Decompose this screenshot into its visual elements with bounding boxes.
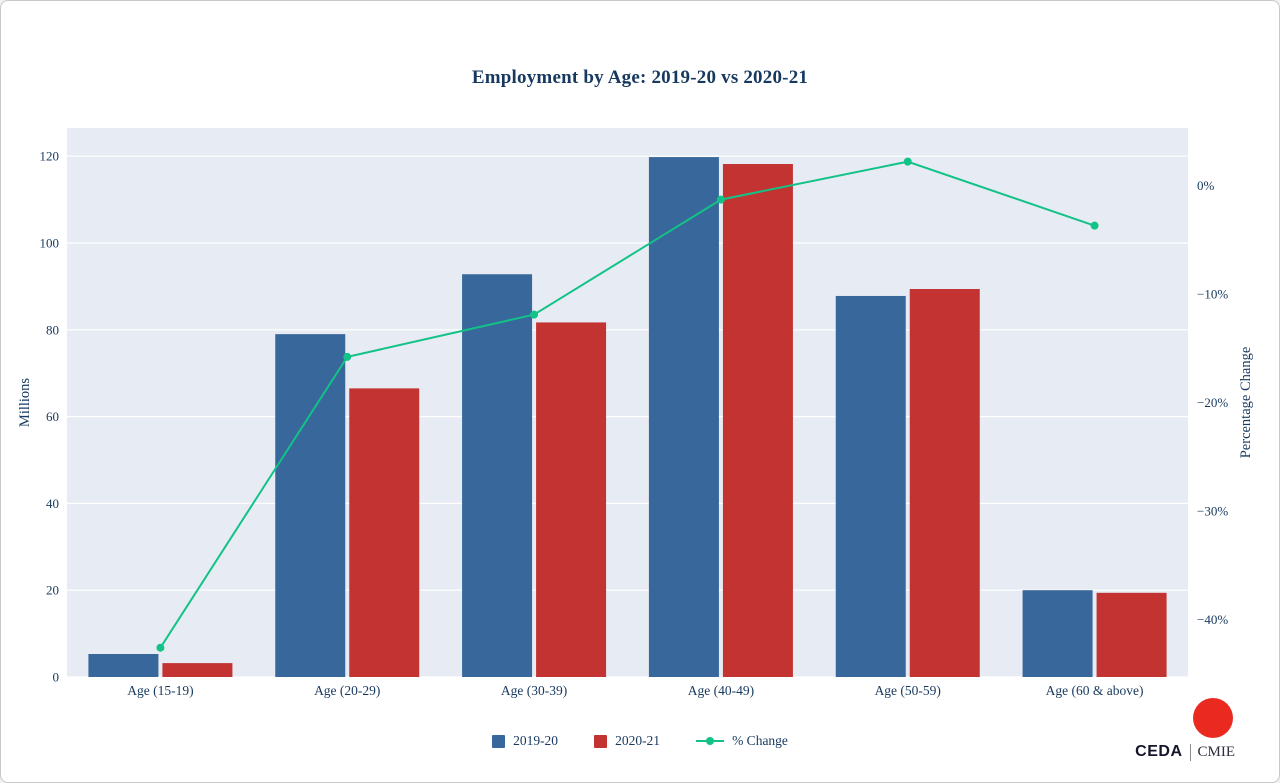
chart-legend: 2019-20 2020-21 % Change [1,733,1279,749]
svg-text:0%: 0% [1197,178,1215,193]
pct-change-line [159,160,1095,649]
svg-text:0: 0 [53,670,60,685]
legend-line-swatch [696,736,725,746]
svg-text:40: 40 [46,496,59,511]
line-marker-3 [716,195,725,204]
svg-text:Age (60 & above): Age (60 & above) [1046,683,1144,698]
left-axis-ticks: 0 20 40 60 80 100 120 [40,149,60,685]
right-axis-ticks: 0% −10% −20% −30% −40% [1197,178,1228,627]
legend-swatch-2019-20 [492,734,506,748]
bar-2020-21-0 [162,663,233,677]
left-axis-title: Millions [17,378,33,428]
bar-2020-21-4 [909,289,980,677]
svg-text:−40%: −40% [1197,612,1228,627]
plot-area [67,128,1188,677]
x-axis-labels: Age (15-19) Age (20-29) Age (30-39) Age (40… [127,683,1143,698]
line-marker-1 [343,352,352,361]
bar-2019-20-0 [88,653,159,677]
chart-title: Employment by Age: 2019-20 vs 2020-21 [471,67,809,88]
svg-text:−10%: −10% [1197,287,1228,302]
svg-text:100: 100 [40,236,60,251]
bar-2019-20-4 [835,295,906,677]
svg-text:Age (30-39): Age (30-39) [501,683,567,698]
svg-text:Age (40-49): Age (40-49) [688,683,754,698]
line-marker-5 [1090,221,1099,230]
legend-item-2019-20[interactable]: 2019-20 [492,733,558,749]
bar-2020-21-1 [349,388,420,677]
brand-block: CEDA CMIE [1135,698,1235,761]
brand-divider [1189,743,1191,761]
legend-swatch-2020-21 [594,734,608,748]
brand-logo-circle [1193,698,1233,738]
bar-2019-20-2 [462,274,533,677]
legend-item-2020-21[interactable]: 2020-21 [594,733,660,749]
bar-2020-21-3 [722,164,793,677]
bar-2019-20-3 [648,157,719,678]
bar-2019-20-1 [275,334,346,677]
svg-text:−30%: −30% [1197,503,1228,518]
brand-ceda-label: CEDA [1135,743,1183,760]
svg-text:Age (15-19): Age (15-19) [127,683,193,698]
line-marker-4 [903,157,912,166]
svg-text:Age (50-59): Age (50-59) [875,683,941,698]
svg-text:Age (20-29): Age (20-29) [314,683,380,698]
svg-text:20: 20 [46,583,59,598]
bar-2019-20-5 [1022,590,1093,677]
bar-2020-21-2 [536,322,607,677]
svg-text:60: 60 [46,409,59,424]
brand-text: CEDA CMIE [1135,743,1235,761]
svg-text:80: 80 [46,322,59,337]
line-marker-2 [530,310,539,319]
line-marker-0 [156,643,165,652]
legend-line-dot [706,737,715,745]
bars-2019-20 [88,157,1093,678]
right-axis-title: Percentage Change [1238,347,1254,459]
brand-cmie-label: CMIE [1197,743,1236,760]
legend-label-pct-change: % Change [732,733,788,748]
bar-2020-21-5 [1096,592,1167,677]
legend-item-pct-change[interactable]: % Change [696,733,788,749]
legend-label-2019-20: 2019-20 [513,733,559,748]
bars-2020-21 [162,164,1167,677]
svg-text:−20%: −20% [1197,395,1228,410]
chart-canvas: 0 20 40 60 80 100 120 0% −10% −20% −30% −40% Age (15… [17,128,1254,698]
legend-label-2020-21: 2020-21 [615,733,661,748]
svg-text:120: 120 [40,149,60,164]
